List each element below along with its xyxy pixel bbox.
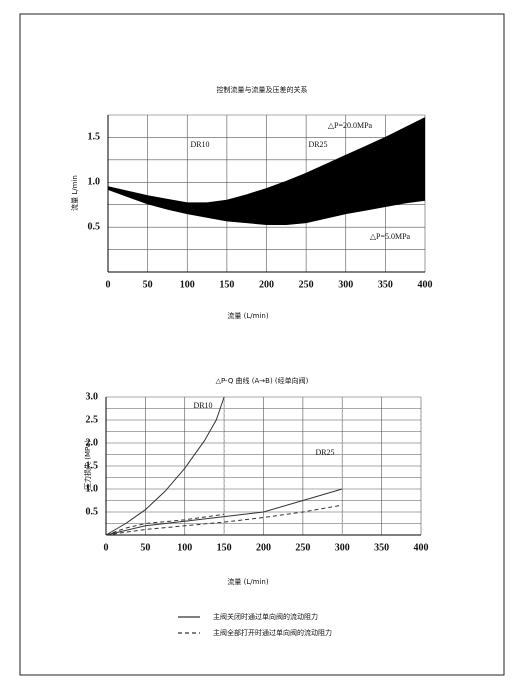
band-edge: [107, 117, 426, 204]
curve: [105, 488, 343, 536]
x-tick-label: 0: [104, 542, 109, 553]
annotation: DR10: [190, 140, 209, 149]
legend-label: 主阀关闭时通过单向阀的流动阻力: [213, 612, 318, 621]
band-edge: [107, 188, 426, 225]
y-tick-label: 2.5: [86, 414, 99, 425]
y-axis-label: 压力损失 (MPa): [83, 440, 92, 490]
x-tick-label: 150: [219, 279, 234, 290]
annotation: DR25: [308, 140, 327, 149]
series-label: △P=20.0MPa: [328, 121, 373, 130]
chart-title: 控制流量与流量及压差的关系: [217, 85, 308, 94]
x-tick-label: 400: [414, 542, 429, 553]
y-tick-label: 1.0: [88, 177, 101, 188]
x-tick-label: 0: [106, 279, 111, 290]
x-tick-label: 250: [295, 542, 310, 553]
band-fill: [108, 117, 425, 225]
curve: [105, 396, 225, 536]
y-tick-label: 0.5: [88, 221, 101, 232]
legend-label: 主阀全部打开时通过单向阀的流动阻力: [213, 628, 332, 637]
x-tick-label: 300: [338, 279, 353, 290]
x-axis-label: 流量 (L/min): [227, 311, 268, 320]
x-tick-label: 50: [143, 279, 153, 290]
chart-title: △P-Q 曲线 (A→B) (经单向阀): [216, 376, 309, 385]
y-axis-label: 流量 L/min: [70, 175, 79, 211]
x-tick-label: 250: [299, 279, 314, 290]
x-tick-label: 100: [180, 279, 195, 290]
y-tick-label: 1.0: [86, 483, 99, 494]
x-tick-label: 200: [259, 279, 274, 290]
page-frame: [19, 13, 505, 676]
x-tick-label: 350: [374, 542, 389, 553]
annotation: DR25: [315, 448, 334, 457]
y-tick-label: 3.0: [86, 391, 99, 402]
x-tick-label: 300: [335, 542, 350, 553]
x-tick-label: 200: [256, 542, 271, 553]
x-tick-label: 150: [217, 542, 232, 553]
x-tick-label: 100: [177, 542, 192, 553]
y-tick-label: 2.0: [86, 437, 99, 448]
y-tick-label: 1.5: [88, 132, 101, 143]
series-label: △P=5.0MPa: [370, 232, 411, 241]
x-tick-label: 50: [140, 542, 150, 553]
curve: [105, 513, 225, 536]
curve: [105, 504, 343, 536]
y-tick-label: 1.5: [86, 460, 99, 471]
x-tick-label: 400: [418, 279, 433, 290]
annotation: DR10: [193, 401, 212, 410]
x-axis-label: 流量 (L/min): [227, 577, 268, 586]
x-tick-label: 350: [378, 279, 393, 290]
y-tick-label: 0.5: [86, 506, 99, 517]
